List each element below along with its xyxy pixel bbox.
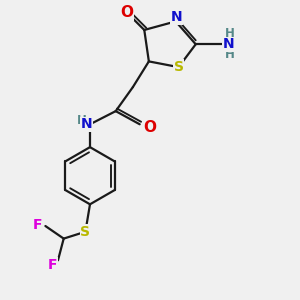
Text: O: O — [143, 120, 156, 135]
Text: H: H — [225, 48, 235, 61]
Text: N: N — [223, 37, 235, 51]
Text: S: S — [80, 225, 90, 239]
Text: F: F — [47, 258, 57, 272]
Text: N: N — [171, 11, 183, 24]
Text: H: H — [77, 114, 87, 127]
Text: F: F — [33, 218, 43, 232]
Text: H: H — [225, 28, 235, 40]
Text: N: N — [81, 117, 92, 131]
Text: O: O — [121, 5, 134, 20]
Text: S: S — [174, 60, 184, 74]
